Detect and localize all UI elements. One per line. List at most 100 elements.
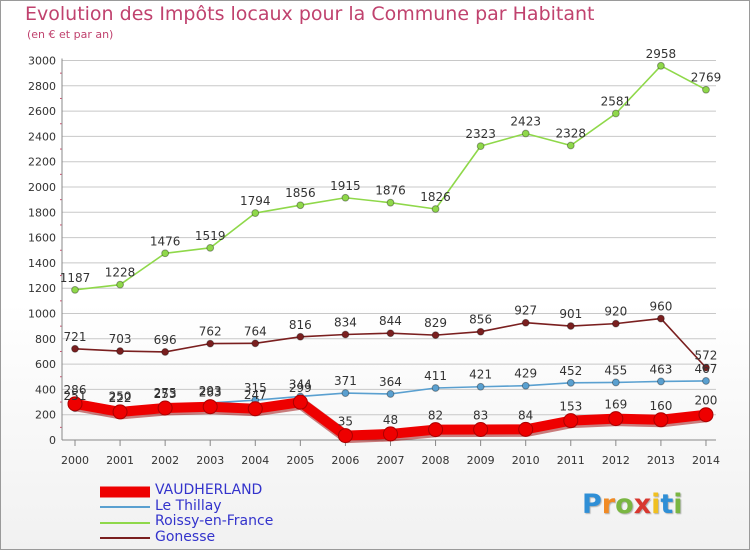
data-label-gonesse: 960 — [649, 300, 672, 314]
data-point-roissy-en-france — [341, 193, 350, 202]
data-point-gonesse — [386, 329, 395, 338]
data-point-le-thillay — [431, 384, 440, 392]
data-label-le-thillay: 411 — [424, 369, 447, 383]
data-point-vaudherland — [608, 411, 624, 427]
y-tick-label: 1600 — [28, 232, 56, 245]
data-label-roissy-en-france: 2958 — [646, 47, 677, 61]
y-tick-label: 200 — [35, 409, 56, 422]
data-label-roissy-en-france: 2581 — [601, 95, 632, 109]
y-tick-label: 800 — [35, 333, 56, 346]
x-tick-label: 2005 — [286, 454, 314, 467]
data-label-gonesse: 703 — [109, 332, 132, 346]
y-tick-label: 2400 — [28, 130, 56, 143]
x-tick-label: 2014 — [692, 454, 720, 467]
data-point-vaudherland — [247, 401, 263, 417]
y-tick-label: 2800 — [28, 80, 56, 93]
data-point-vaudherland — [382, 426, 398, 442]
data-point-roissy-en-france — [386, 198, 395, 207]
data-label-le-thillay: 275 — [154, 386, 177, 400]
data-label-le-thillay: 344 — [289, 377, 312, 391]
data-point-le-thillay — [657, 377, 665, 386]
data-point-le-thillay — [386, 390, 395, 398]
data-point-vaudherland — [698, 407, 714, 423]
data-point-roissy-en-france — [116, 280, 124, 289]
data-label-vaudherland: 253 — [154, 387, 177, 401]
x-tick-label: 2011 — [557, 454, 585, 467]
data-label-gonesse: 927 — [514, 304, 537, 318]
y-tick-label: 1000 — [28, 308, 56, 321]
x-tick-label: 2007 — [376, 454, 404, 467]
data-point-gonesse — [476, 327, 485, 336]
data-label-vaudherland: 82 — [428, 409, 443, 423]
data-point-le-thillay — [521, 381, 530, 390]
data-point-gonesse — [296, 332, 305, 341]
x-tick-label: 2006 — [331, 454, 359, 467]
data-point-gonesse — [431, 331, 440, 340]
y-tick-label: 1800 — [28, 206, 56, 219]
data-point-vaudherland — [518, 421, 534, 437]
data-label-vaudherland: 263 — [199, 386, 222, 400]
data-point-gonesse — [566, 322, 575, 330]
logo-letter: P — [582, 489, 602, 520]
series-lines — [67, 61, 714, 444]
data-point-vaudherland — [473, 422, 489, 438]
x-tick-label: 2008 — [422, 454, 450, 467]
data-point-roissy-en-france — [476, 142, 485, 151]
y-tick-label: 2000 — [28, 181, 56, 194]
data-label-roissy-en-france: 1826 — [420, 190, 451, 204]
y-tick-label: 3000 — [28, 55, 56, 68]
legend-swatch — [100, 515, 150, 530]
data-label-vaudherland: 200 — [695, 394, 718, 408]
legend-label: Gonesse — [155, 528, 216, 545]
data-label-gonesse: 696 — [154, 333, 177, 347]
data-label-vaudherland: 247 — [244, 388, 267, 402]
data-label-gonesse: 721 — [64, 330, 87, 344]
data-label-gonesse: 816 — [289, 318, 312, 332]
data-point-gonesse — [71, 344, 79, 353]
legend-swatch — [100, 531, 150, 546]
data-label-le-thillay: 293 — [199, 384, 222, 398]
data-point-roissy-en-france — [611, 109, 620, 118]
data-label-le-thillay: 467 — [695, 362, 718, 376]
legend-label: Le Thillay — [155, 497, 222, 514]
x-tick-label: 2012 — [602, 454, 630, 467]
y-tick-label: 400 — [35, 383, 56, 396]
data-label-gonesse: 844 — [379, 314, 402, 328]
legend-label: Roissy-en-France — [155, 513, 274, 529]
data-point-le-thillay — [566, 378, 575, 387]
data-label-le-thillay: 455 — [604, 363, 627, 377]
data-label-le-thillay: 421 — [469, 368, 492, 382]
data-label-vaudherland: 48 — [383, 413, 398, 427]
data-point-roissy-en-france — [521, 129, 530, 138]
data-label-roissy-en-france: 1856 — [285, 186, 316, 200]
data-label-vaudherland: 286 — [64, 383, 87, 397]
x-tick-label: 2000 — [61, 454, 89, 467]
data-point-gonesse — [251, 339, 260, 348]
data-label-gonesse: 764 — [244, 324, 267, 338]
data-label-roissy-en-france: 2328 — [555, 127, 586, 141]
y-tick-label: 0 — [49, 434, 56, 447]
data-label-roissy-en-france: 1794 — [240, 194, 271, 208]
x-tick-label: 2004 — [241, 454, 269, 467]
data-label-vaudherland: 222 — [109, 391, 132, 405]
data-point-vaudherland — [337, 428, 353, 444]
x-tick-label: 2003 — [196, 454, 224, 467]
data-point-roissy-en-france — [251, 209, 260, 217]
data-label-roissy-en-france: 2423 — [510, 114, 541, 128]
data-label-le-thillay: 429 — [514, 367, 537, 381]
y-tick-label: 600 — [35, 358, 56, 371]
data-label-vaudherland: 83 — [473, 409, 488, 423]
data-label-vaudherland: 35 — [338, 415, 353, 429]
data-point-roissy-en-france — [702, 85, 710, 94]
data-point-vaudherland — [202, 399, 218, 415]
data-point-gonesse — [116, 347, 124, 355]
data-label-roissy-en-france: 1228 — [105, 266, 136, 280]
proxiti-logo: Proxiti — [582, 489, 683, 520]
data-label-vaudherland: 153 — [559, 400, 582, 414]
data-label-roissy-en-france: 1187 — [60, 271, 91, 285]
data-label-le-thillay: 251 — [64, 389, 87, 403]
data-label-roissy-en-france: 1476 — [150, 234, 181, 248]
data-label-roissy-en-france: 2323 — [465, 127, 496, 141]
x-tick-label: 2009 — [467, 454, 495, 467]
data-point-gonesse — [702, 363, 710, 372]
